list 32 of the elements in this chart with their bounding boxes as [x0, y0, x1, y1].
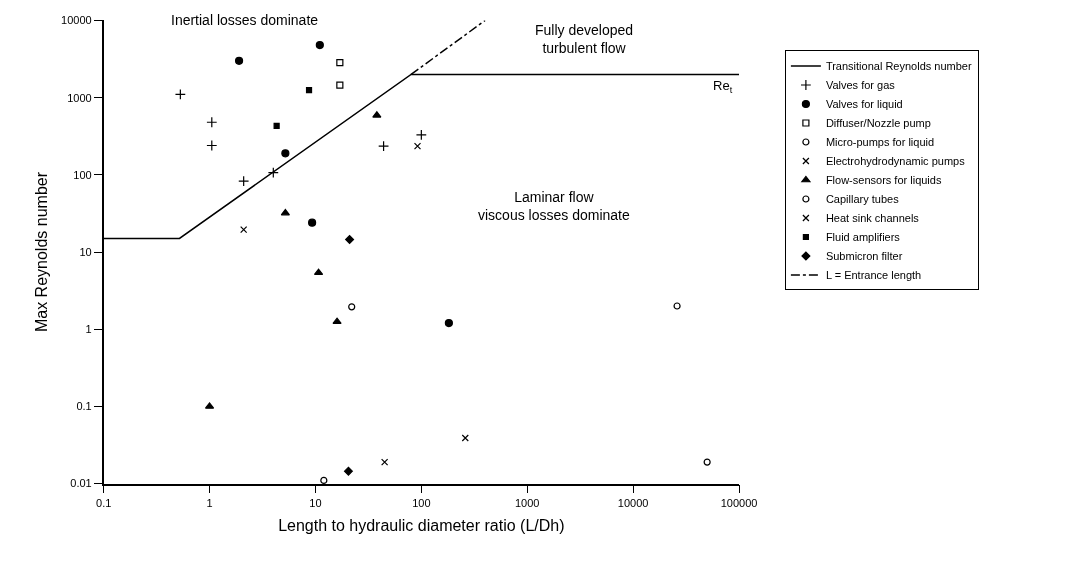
legend-label: Valves for gas	[825, 79, 896, 92]
legend-label: Submicron filter	[825, 250, 903, 263]
legend-label: Transitional Reynolds number	[825, 60, 972, 73]
x-tick-label: 10	[309, 496, 322, 509]
legend-label: L = Entrance length	[825, 269, 922, 282]
legend-label: Fluid amplifiers	[825, 231, 901, 244]
x-tick-label: 1000	[515, 496, 540, 509]
y-tick-label: 1	[85, 323, 92, 336]
legend-label: Heat sink channels	[825, 212, 920, 225]
legend-label: Valves for liquid	[825, 98, 903, 111]
legend-label: Capillary tubes	[825, 193, 900, 206]
x-tick-label: 1	[206, 496, 213, 509]
annotation: Laminar flow viscous losses dominate	[478, 189, 630, 224]
annotation: Fully developed turbulent flow	[535, 22, 634, 57]
x-axis-title: Length to hydraulic diameter ratio (L/Dh)	[278, 516, 565, 534]
y-tick-label: 10000	[61, 14, 92, 27]
y-tick-label: 0.1	[76, 400, 92, 413]
x-tick-label: 100	[412, 496, 431, 509]
annotation: Inertial losses dominate	[171, 12, 319, 28]
y-tick-label: 100	[73, 168, 92, 181]
legend-label: Micro-pumps for liquid	[825, 136, 935, 149]
legend-label: Diffuser/Nozzle pump	[825, 117, 931, 130]
y-tick-label: 0.01	[70, 477, 92, 490]
y-tick-label: 1000	[67, 91, 92, 104]
legend-label: Flow-sensors for liquids	[825, 174, 942, 187]
legend-label: Electrohydrodynamic pumps	[825, 155, 966, 168]
x-tick-label: 100000	[720, 496, 758, 509]
x-tick-label: 10000	[617, 496, 649, 509]
y-tick-label: 10	[79, 245, 92, 258]
y-axis-title: Max Reynolds number	[32, 171, 50, 333]
annotation: Re$_{t}$	[713, 78, 733, 95]
x-tick-label: 0.1	[96, 496, 112, 509]
